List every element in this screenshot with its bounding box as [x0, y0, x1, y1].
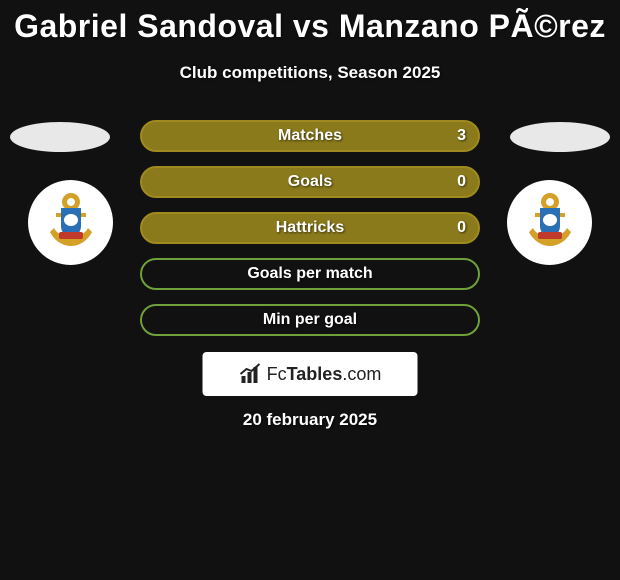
stat-label: Goals	[288, 173, 332, 191]
stat-value-right: 0	[457, 219, 466, 237]
anchor-shield-icon	[515, 188, 585, 258]
page-title: Gabriel Sandoval vs Manzano PÃ©rez	[0, 0, 620, 45]
stat-label: Hattricks	[276, 219, 344, 237]
brand-box: FcTables.com	[203, 352, 418, 396]
anchor-shield-icon	[36, 188, 106, 258]
club-badge-left	[28, 180, 113, 265]
stat-row: Goals per match	[140, 258, 480, 290]
stat-value-right: 3	[457, 127, 466, 145]
player-photo-right	[510, 122, 610, 152]
club-badge-right	[507, 180, 592, 265]
stat-row: Hattricks 0	[140, 212, 480, 244]
stat-row: Matches 3	[140, 120, 480, 152]
stat-label: Goals per match	[247, 265, 372, 283]
brand-name: FcTables.com	[267, 364, 382, 384]
player-photo-left	[10, 122, 110, 152]
stat-row: Min per goal	[140, 304, 480, 336]
stat-label: Matches	[278, 127, 342, 145]
stat-value-right: 0	[457, 173, 466, 191]
stats-container: Matches 3 Goals 0 Hattricks 0 Goals per match M…	[140, 120, 480, 336]
stat-row: Goals 0	[140, 166, 480, 198]
date-text: 20 february 2025	[0, 410, 620, 430]
bar-chart-icon	[239, 362, 263, 386]
subtitle: Club competitions, Season 2025	[0, 63, 620, 83]
stat-label: Min per goal	[263, 311, 357, 329]
brand-text: FcTables.com	[267, 364, 382, 385]
